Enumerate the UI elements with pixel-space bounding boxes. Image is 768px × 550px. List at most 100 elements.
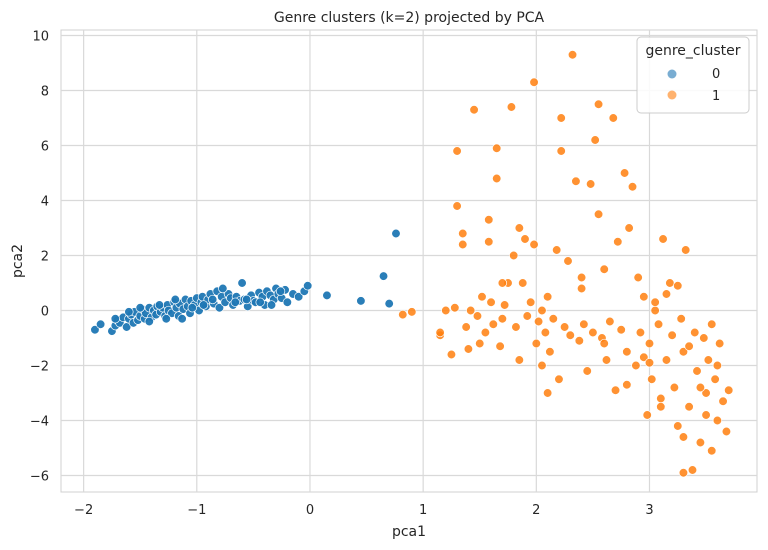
scatter-point-cluster-1: [622, 380, 632, 390]
scatter-point-cluster-1: [676, 314, 686, 324]
scatter-point-cluster-0: [110, 314, 120, 324]
scatter-point-cluster-1: [518, 278, 528, 288]
scatter-point-cluster-1: [452, 201, 462, 211]
scatter-point-cluster-1: [486, 297, 496, 307]
scatter-point-cluster-1: [673, 281, 683, 291]
scatter-point-cluster-1: [633, 272, 643, 283]
scatter-point-cluster-1: [678, 347, 689, 357]
scatter-point-cluster-1: [469, 105, 479, 115]
scatter-point-cluster-1: [678, 432, 689, 442]
scatter-point-cluster-0: [266, 300, 277, 310]
scatter-point-cluster-1: [721, 426, 732, 437]
y-tick-label: 6: [41, 140, 49, 155]
scatter-point-cluster-1: [556, 113, 566, 123]
scatter-point-cluster-1: [590, 135, 600, 145]
scatter-point-cluster-0: [384, 298, 394, 309]
scatter-point-cluster-1: [656, 402, 666, 412]
scatter-point-cluster-1: [712, 360, 723, 371]
scatter-point-cluster-1: [526, 297, 536, 307]
scatter-point-cluster-1: [398, 309, 408, 320]
scatter-point-cluster-1: [613, 237, 623, 247]
scatter-point-cluster-1: [712, 415, 723, 426]
scatter-point-cluster-1: [480, 327, 491, 338]
x-tick-label: −2: [74, 503, 93, 518]
scatter-point-cluster-1: [608, 113, 618, 123]
scatter-point-cluster-1: [542, 292, 553, 302]
legend-marker-0: [667, 69, 677, 79]
scatter-point-cluster-1: [563, 256, 573, 266]
scatter-point-cluster-1: [661, 289, 672, 299]
scatter-point-cluster-1: [695, 382, 706, 393]
scatter-point-cluster-1: [492, 173, 502, 184]
y-tick-label: 2: [41, 250, 49, 265]
scatter-point-cluster-1: [514, 223, 524, 233]
scatter-point-cluster-1: [593, 99, 604, 109]
y-tick-label: 10: [32, 30, 49, 45]
scatter-point-cluster-1: [452, 146, 462, 156]
chart-title: Genre clusters (k=2) projected by PCA: [274, 10, 545, 26]
scatter-point-cluster-1: [506, 102, 517, 112]
scatter-point-cluster-1: [531, 338, 541, 349]
scatter-point-cluster-0: [154, 300, 165, 310]
scatter-point-cluster-1: [407, 307, 417, 317]
scatter-point-cluster-0: [187, 303, 197, 313]
scatter-point-cluster-1: [687, 465, 698, 475]
scatter-point-cluster-0: [90, 325, 100, 335]
scatter-point-cluster-0: [275, 286, 286, 296]
scatter-point-cluster-1: [435, 327, 445, 338]
scatter-point-cluster-1: [565, 330, 575, 340]
scatter-point-cluster-1: [650, 297, 660, 307]
scatter-point-cluster-0: [391, 228, 401, 239]
scatter-point-cluster-1: [667, 330, 677, 340]
scatter-point-cluster-1: [529, 77, 539, 87]
scatter-point-cluster-0: [356, 296, 366, 306]
scatter-point-cluster-1: [556, 146, 566, 156]
scatter-point-cluster-1: [661, 355, 672, 365]
scatter-point-cluster-1: [627, 182, 638, 192]
x-tick-label: 3: [645, 503, 653, 518]
scatter-point-cluster-1: [669, 382, 680, 393]
scatter-point-cluster-1: [537, 360, 547, 371]
scatter-point-cluster-1: [458, 228, 468, 239]
scatter-point-cluster-1: [559, 322, 570, 332]
legend: genre_cluster 0 1: [636, 36, 750, 114]
scatter-point-cluster-1: [446, 349, 457, 360]
scatter-point-cluster-1: [681, 245, 691, 255]
scatter-point-cluster-0: [237, 278, 247, 288]
scatter-point-cluster-1: [514, 355, 524, 365]
scatter-point-cluster-1: [548, 314, 558, 324]
scatter-point-cluster-1: [540, 327, 551, 338]
y-tick-label: −4: [30, 415, 49, 430]
scatter-point-cluster-0: [124, 307, 134, 317]
scatter-point-cluster-1: [492, 143, 502, 153]
scatter-point-cluster-1: [545, 347, 555, 357]
x-tick-label: 1: [419, 503, 427, 518]
scatter-point-cluster-1: [684, 341, 694, 351]
y-tick-label: 8: [41, 85, 49, 100]
scatter-point-cluster-1: [477, 292, 487, 302]
scatter-point-cluster-1: [593, 209, 604, 219]
y-tick-label: −2: [30, 360, 49, 375]
scatter-point-cluster-1: [463, 344, 474, 354]
scatter-point-cluster-1: [458, 239, 468, 250]
scatter-point-cluster-1: [605, 316, 615, 327]
y-tick-label: −6: [30, 470, 49, 485]
scatter-point-cluster-1: [533, 316, 544, 327]
scatter-point-cluster-1: [497, 278, 508, 288]
scatter-point-cluster-1: [484, 237, 494, 247]
scatter-point-cluster-1: [650, 305, 660, 316]
scatter-point-cluster-1: [610, 385, 621, 395]
scatter-point-cluster-0: [282, 297, 292, 307]
scatter-point-cluster-1: [631, 360, 641, 371]
scatter-point-cluster-1: [588, 327, 598, 338]
scatter-point-cluster-1: [695, 437, 706, 448]
scatter-point-cluster-0: [303, 281, 313, 291]
scatter-point-cluster-1: [499, 300, 510, 310]
scatter-point-cluster-1: [497, 314, 508, 324]
scatter-point-cluster-1: [484, 215, 494, 225]
scatter-point-cluster-1: [576, 272, 587, 283]
scatter-point-cluster-1: [701, 410, 711, 420]
scatter-point-cluster-0: [170, 294, 180, 305]
scatter-point-cluster-1: [639, 352, 649, 362]
